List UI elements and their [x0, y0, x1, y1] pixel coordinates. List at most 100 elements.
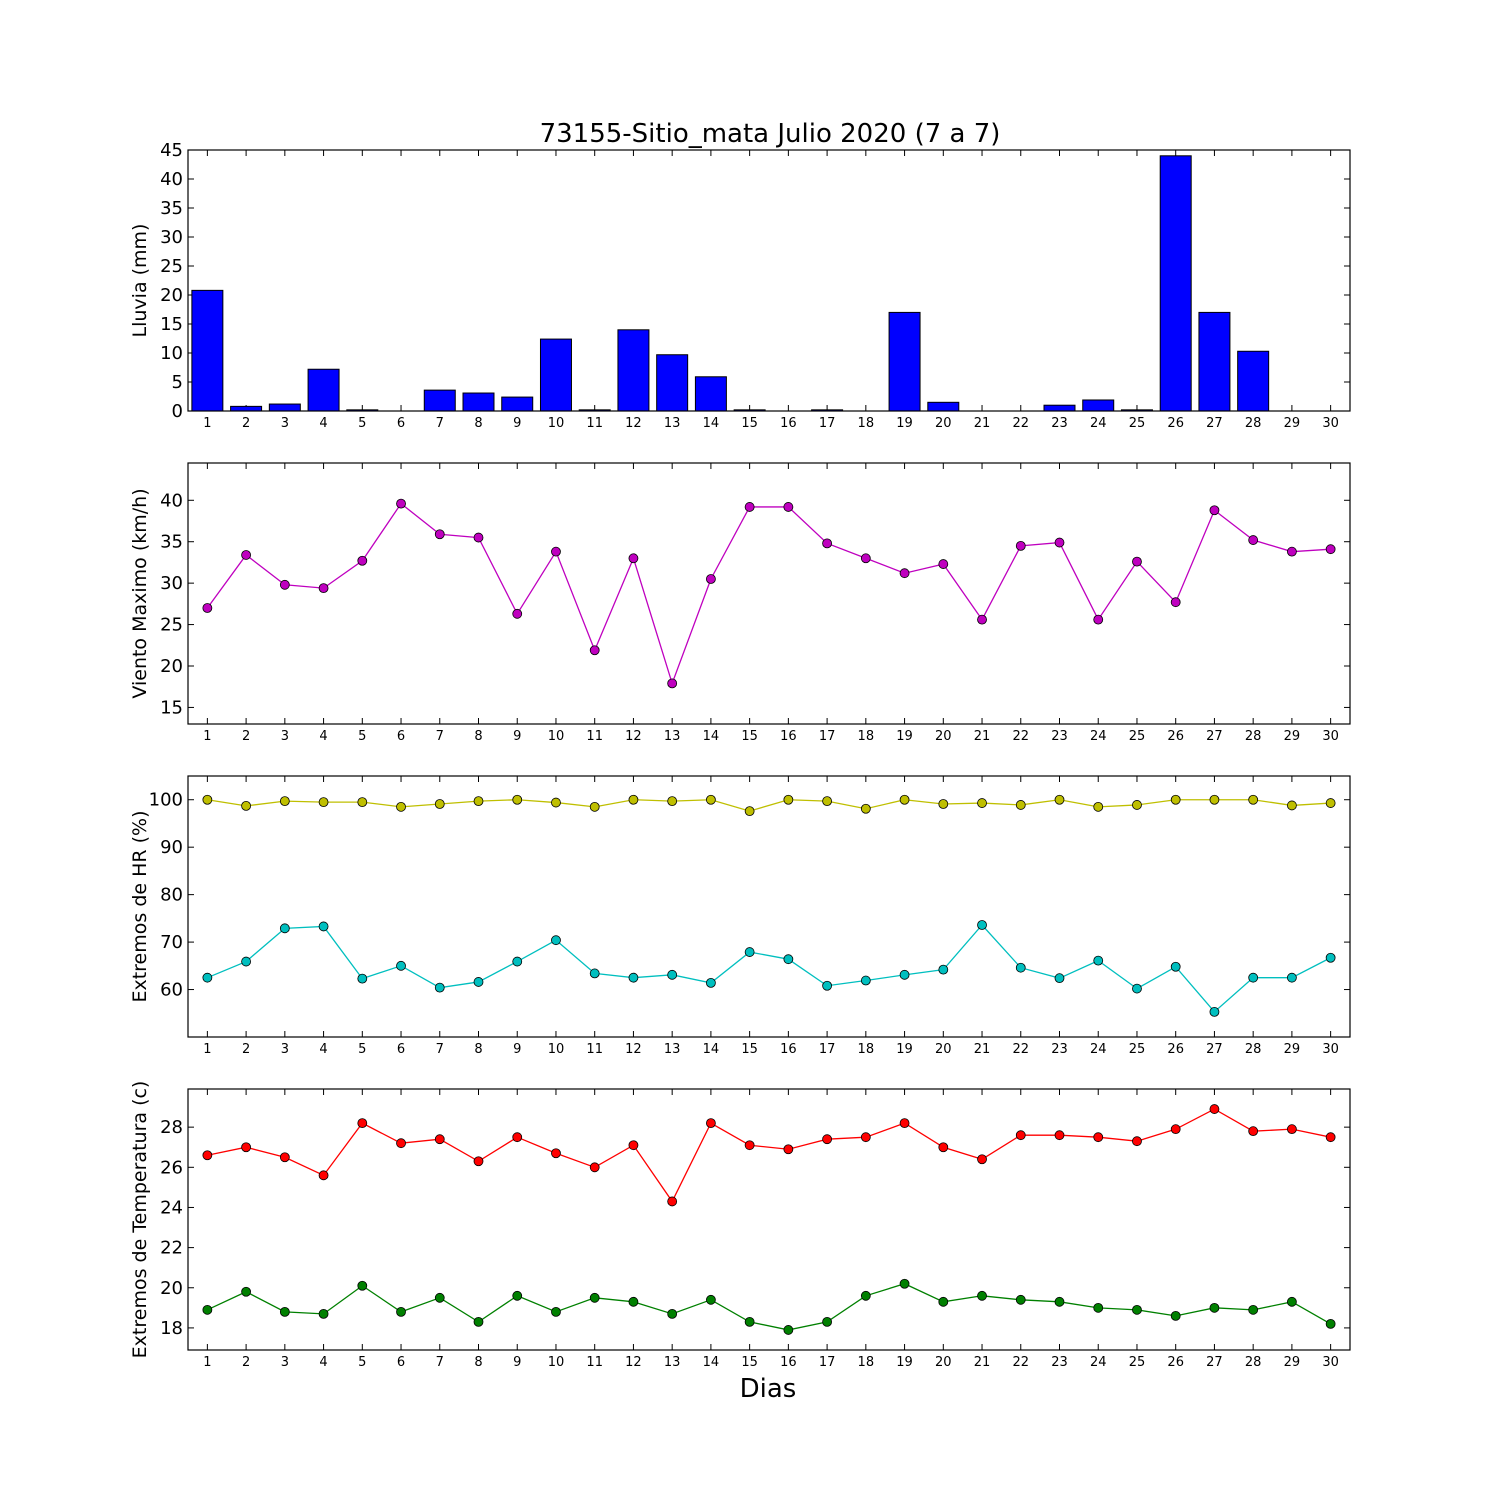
plot-frame — [187, 149, 1351, 412]
hr_min-point — [938, 964, 949, 975]
wind-point — [202, 603, 213, 613]
y-tick-label: 26 — [160, 1157, 183, 1178]
x-tick-label: 12 — [625, 416, 642, 431]
y-tick-label: 60 — [160, 980, 183, 1001]
x-tick-label: 30 — [1322, 1042, 1339, 1057]
x-tick-label: 4 — [319, 1042, 327, 1057]
y-tick-label: 0 — [172, 401, 183, 422]
wind-line — [206, 502, 1331, 686]
x-tick-label: 11 — [586, 729, 603, 744]
x-tick-label: 20 — [935, 1042, 952, 1057]
x-tick-label: 14 — [703, 1042, 720, 1057]
plot-frame — [187, 1088, 1351, 1351]
t_min-line — [207, 1283, 1331, 1331]
x-tick-label: 15 — [741, 729, 758, 744]
x-tick-label: 6 — [397, 416, 405, 431]
wind-point — [1170, 597, 1181, 608]
hr_max-point — [279, 796, 290, 807]
hr_min-point — [860, 975, 871, 986]
hr_max-point — [1015, 800, 1026, 810]
wind-point — [938, 559, 949, 569]
t_min-point — [396, 1306, 406, 1317]
x-tick-label: 12 — [625, 729, 642, 744]
hr_min-point — [628, 972, 639, 983]
x-tick-label: 27 — [1206, 1042, 1223, 1057]
x-tick-label: 28 — [1245, 1355, 1262, 1370]
wind-point — [589, 645, 600, 656]
t_max-point — [202, 1150, 213, 1161]
y-axis-label: Viento Maximo (km/h) — [129, 488, 151, 698]
x-tick-label: 13 — [664, 729, 681, 744]
x-tick-label: 9 — [513, 1355, 521, 1370]
t_max-point — [396, 1138, 406, 1149]
hr_max-line — [207, 799, 1331, 812]
x-tick-label: 25 — [1129, 1355, 1146, 1370]
x-tick-label: 8 — [474, 1355, 482, 1370]
y-tick-label: 30 — [160, 227, 183, 248]
y-tick-label: 20 — [160, 285, 183, 306]
rain-bar — [1198, 311, 1231, 412]
hr_max-point — [589, 801, 600, 812]
wind-point — [860, 553, 871, 564]
x-tick-label: 27 — [1206, 1355, 1223, 1370]
hr_min-point — [202, 972, 213, 983]
wind-point — [1287, 546, 1297, 557]
wind-point — [1325, 544, 1336, 555]
y-tick-label: 15 — [160, 314, 183, 335]
wind-point — [512, 608, 523, 619]
x-tick-label: 2 — [242, 729, 250, 744]
x-tick-label: 17 — [819, 1355, 836, 1370]
t_min-point — [744, 1316, 755, 1327]
x-tick-label: 16 — [780, 1042, 797, 1057]
x-tick-label: 29 — [1284, 729, 1301, 744]
t_min-point — [1015, 1294, 1026, 1305]
x-tick-label: 16 — [780, 729, 797, 744]
hr_max-point — [977, 798, 987, 808]
t_max-point — [899, 1118, 910, 1129]
x-tick-label: 7 — [436, 1355, 444, 1370]
t_min-point — [1209, 1302, 1220, 1313]
wind-point — [977, 614, 987, 625]
t_min-point — [202, 1304, 213, 1315]
x-tick-label: 5 — [358, 729, 366, 744]
y-tick-label: 25 — [160, 615, 183, 636]
t_min-point — [357, 1280, 368, 1291]
rain-bar — [539, 338, 572, 412]
x-tick-label: 16 — [780, 1355, 797, 1370]
t_min-point — [706, 1294, 716, 1305]
t_min-point — [1287, 1296, 1297, 1307]
x-tick-label: 26 — [1167, 416, 1184, 431]
hr_min-point — [667, 969, 678, 980]
x-tick-label: 21 — [974, 1042, 991, 1057]
x-axis-label: Dias — [740, 1374, 797, 1404]
wind-point — [434, 529, 445, 540]
t_max-point — [1093, 1132, 1104, 1143]
x-tick-label: 6 — [397, 729, 405, 744]
y-tick-label: 5 — [172, 372, 183, 393]
t_min-point — [551, 1306, 561, 1317]
hr_min-line — [207, 924, 1331, 1013]
x-tick-label: 22 — [1012, 1355, 1029, 1370]
x-tick-label: 23 — [1051, 1355, 1068, 1370]
x-tick-label: 10 — [548, 1355, 565, 1370]
y-tick-label: 20 — [160, 656, 183, 677]
x-tick-label: 16 — [780, 416, 797, 431]
x-tick-label: 17 — [819, 1042, 836, 1057]
t_min-point — [1325, 1319, 1336, 1329]
wind-point — [357, 555, 368, 566]
x-tick-label: 20 — [935, 1355, 952, 1370]
y-axis-label: Lluvia (mm) — [129, 224, 151, 338]
hr_min-point — [1093, 955, 1104, 966]
wind-point — [1015, 540, 1026, 551]
x-tick-label: 9 — [513, 416, 521, 431]
hr_min-point — [1209, 1006, 1220, 1017]
t_min-point — [783, 1325, 794, 1335]
x-tick-label: 11 — [586, 1042, 603, 1057]
t_max-line — [207, 1108, 1331, 1203]
x-tick-label: 19 — [896, 1355, 913, 1370]
hr_max-point — [1248, 794, 1259, 805]
x-tick-label: 1 — [203, 416, 211, 431]
t_min-point — [860, 1290, 871, 1301]
